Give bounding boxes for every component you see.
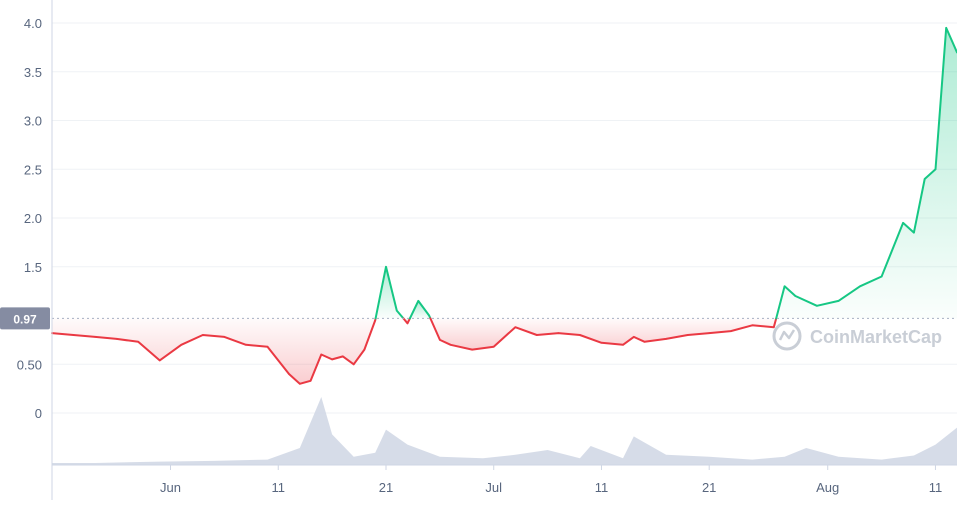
x-tick-label: 11: [595, 480, 609, 495]
watermark-text: CoinMarketCap: [810, 327, 942, 347]
price-point: [751, 324, 754, 327]
price-point: [837, 300, 840, 302]
price-point: [665, 338, 667, 340]
volume-area-shape: [52, 397, 957, 465]
price-point: [439, 339, 441, 341]
price-point: [783, 285, 786, 288]
volume-area: [52, 397, 957, 465]
price-point: [406, 322, 409, 325]
y-tick-label: 0: [35, 406, 42, 421]
price-point: [923, 178, 926, 180]
price-point: [579, 334, 581, 336]
price-point: [880, 275, 883, 278]
price-line-up: [374, 265, 405, 320]
price-point: [471, 348, 474, 351]
price-fill-up: [375, 266, 404, 319]
price-point: [202, 334, 204, 336]
y-tick-label: 4.0: [24, 16, 42, 31]
reference-line: 0.97: [0, 307, 957, 330]
x-tick-label: 11: [929, 480, 943, 495]
price-point: [902, 222, 904, 224]
price-point: [342, 355, 344, 358]
x-tick-label: 21: [702, 480, 716, 495]
price-point: [180, 344, 183, 346]
y-tick-label: 1.5: [24, 260, 42, 275]
price-fill-down: [430, 318, 777, 350]
coinmarketcap-logo-icon: [772, 321, 802, 351]
price-point: [913, 231, 915, 234]
y-tick-label: 0.50: [17, 357, 42, 372]
price-point: [557, 332, 560, 334]
y-tick-label: 2.5: [24, 162, 42, 177]
price-point: [288, 373, 290, 375]
tick-labels: 0 0.50 1.5 2.0 2.5 3.0 3.5 4.0 Jun 11 21 Jul 11 21 Aug…: [17, 16, 943, 495]
price-point: [137, 341, 139, 343]
price-point: [428, 314, 430, 317]
price-point: [385, 266, 387, 268]
price-point: [245, 344, 247, 346]
y-tick-label: 3.0: [24, 114, 42, 129]
price-point: [115, 338, 118, 340]
price-point: [600, 342, 603, 344]
y-tick-label: 3.5: [24, 65, 42, 80]
price-point: [374, 319, 377, 322]
price-point: [320, 353, 323, 356]
price-point: [708, 332, 710, 334]
x-tick-label: Aug: [816, 480, 839, 495]
price-fill-up: [409, 300, 431, 319]
price-point: [492, 345, 495, 348]
price-point: [417, 300, 420, 302]
x-tick-label: Jul: [485, 480, 502, 495]
price-point: [299, 383, 301, 385]
price-point: [816, 305, 818, 307]
price-point: [945, 27, 947, 29]
grid-lines: [52, 22, 957, 414]
price-line-up: [408, 299, 432, 320]
price-point: [622, 344, 624, 346]
reference-price-badge: [0, 307, 50, 330]
price-point: [396, 309, 398, 312]
y-tick-label: 2.0: [24, 211, 42, 226]
reference-price-label: 0.97: [13, 312, 37, 326]
coinmarketcap-watermark: CoinMarketCap: [772, 321, 942, 351]
price-point: [158, 359, 161, 362]
price-point: [309, 380, 312, 382]
x-tick-label: 21: [379, 480, 393, 495]
price-point: [223, 336, 226, 338]
price-point: [449, 344, 452, 346]
price-point: [686, 334, 689, 336]
price-point: [94, 336, 96, 338]
axes: [51, 0, 957, 500]
price-point: [859, 285, 861, 288]
price-line: [51, 26, 957, 385]
x-tick-label: Jun: [160, 480, 181, 495]
price-point: [730, 330, 732, 332]
x-tick-label: 11: [272, 480, 286, 495]
price-point: [794, 295, 797, 297]
price-line-down: [429, 317, 778, 351]
price-point: [934, 168, 937, 171]
price-point: [331, 358, 333, 361]
price-point: [643, 341, 646, 343]
price-fill-down: [52, 318, 376, 384]
price-point: [536, 334, 538, 336]
price-fill-up: [776, 27, 957, 319]
price-point: [352, 363, 355, 366]
price-point: [266, 345, 269, 348]
price-point: [514, 326, 517, 329]
price-point: [773, 326, 775, 329]
price-fill: [52, 27, 957, 384]
price-point: [363, 348, 366, 351]
price-point: [72, 334, 75, 336]
price-point: [633, 336, 635, 338]
